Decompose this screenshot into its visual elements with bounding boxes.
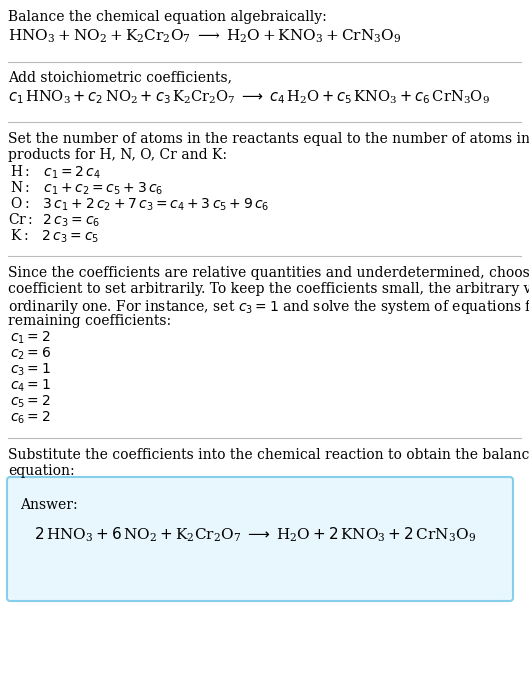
Text: Balance the chemical equation algebraically:: Balance the chemical equation algebraica… <box>8 10 327 24</box>
Text: Set the number of atoms in the reactants equal to the number of atoms in the: Set the number of atoms in the reactants… <box>8 132 529 146</box>
Text: equation:: equation: <box>8 464 75 478</box>
Text: $c_6 = 2$: $c_6 = 2$ <box>10 410 51 427</box>
Text: $\mathregular{H:}\;\;\; c_1 = 2\,c_4$: $\mathregular{H:}\;\;\; c_1 = 2\,c_4$ <box>10 164 101 181</box>
Text: $c_3 = 1$: $c_3 = 1$ <box>10 362 51 379</box>
Text: Substitute the coefficients into the chemical reaction to obtain the balanced: Substitute the coefficients into the che… <box>8 448 529 462</box>
Text: $c_2 = 6$: $c_2 = 6$ <box>10 346 51 363</box>
Text: $\mathregular{N:}\;\;\; c_1 + c_2 = c_5 + 3\,c_6$: $\mathregular{N:}\;\;\; c_1 + c_2 = c_5 … <box>10 180 163 197</box>
Text: $c_1\,\mathregular{HNO_3} + c_2\,\mathregular{NO_2} + c_3\,\mathregular{K_2Cr_2O: $c_1\,\mathregular{HNO_3} + c_2\,\mathre… <box>8 88 490 106</box>
Text: $\mathregular{K:}\;\;\; 2\,c_3 = c_5$: $\mathregular{K:}\;\;\; 2\,c_3 = c_5$ <box>10 228 99 245</box>
Text: $c_5 = 2$: $c_5 = 2$ <box>10 394 51 410</box>
Text: $\mathregular{HNO_3 + NO_2 + K_2Cr_2O_7 \;\longrightarrow\; H_2O + KNO_3 + CrN_3: $\mathregular{HNO_3 + NO_2 + K_2Cr_2O_7 … <box>8 28 402 45</box>
Text: Answer:: Answer: <box>20 498 78 512</box>
Text: Since the coefficients are relative quantities and underdetermined, choose a: Since the coefficients are relative quan… <box>8 266 529 280</box>
Text: $\mathregular{O:}\;\;\; 3\,c_1 + 2\,c_2 + 7\,c_3 = c_4 + 3\,c_5 + 9\,c_6$: $\mathregular{O:}\;\;\; 3\,c_1 + 2\,c_2 … <box>10 196 269 214</box>
Text: Add stoichiometric coefficients,: Add stoichiometric coefficients, <box>8 70 236 84</box>
Text: products for H, N, O, Cr and K:: products for H, N, O, Cr and K: <box>8 148 227 162</box>
Text: $2\,\mathregular{HNO_3} + 6\,\mathregular{NO_2} + \mathregular{K_2Cr_2O_7} \;\lo: $2\,\mathregular{HNO_3} + 6\,\mathregula… <box>34 526 476 544</box>
Text: ordinarily one. For instance, set $c_3 = 1$ and solve the system of equations fo: ordinarily one. For instance, set $c_3 =… <box>8 298 529 316</box>
Text: $\mathregular{Cr:}\;\; 2\,c_3 = c_6$: $\mathregular{Cr:}\;\; 2\,c_3 = c_6$ <box>8 212 101 229</box>
Text: $c_4 = 1$: $c_4 = 1$ <box>10 378 51 394</box>
Text: remaining coefficients:: remaining coefficients: <box>8 314 171 328</box>
Text: coefficient to set arbitrarily. To keep the coefficients small, the arbitrary va: coefficient to set arbitrarily. To keep … <box>8 282 529 296</box>
Text: $c_1 = 2$: $c_1 = 2$ <box>10 330 51 346</box>
FancyBboxPatch shape <box>7 477 513 601</box>
